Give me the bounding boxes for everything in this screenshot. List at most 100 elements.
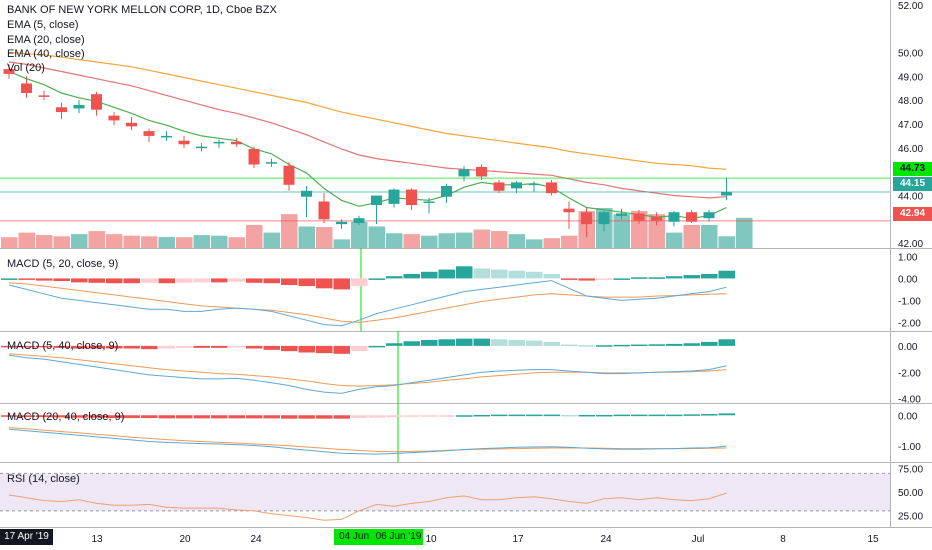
macd-histogram-bar <box>281 278 298 285</box>
macd-20-40-title[interactable]: MACD (20, 40, close, 9) <box>7 411 125 423</box>
price-tick-label: 52.00 <box>898 1 923 12</box>
macd-5-40-title[interactable]: MACD (5, 40, close, 9) <box>7 340 119 352</box>
macd-5-20-title[interactable]: MACD (5, 20, close, 9) <box>7 258 119 270</box>
macd-histogram-bar <box>666 343 683 346</box>
macd-histogram-bar <box>1 345 18 348</box>
volume-bar <box>473 229 490 248</box>
candle-body <box>3 69 15 74</box>
macd-histogram-bar <box>473 268 490 279</box>
macd-tick-label: -2.00 <box>898 318 921 329</box>
candle-body <box>563 208 575 213</box>
ema5-legend[interactable]: EMA (5, close) <box>7 19 79 31</box>
time-tick-label: Jul <box>692 534 705 545</box>
volume-bar <box>333 239 350 248</box>
candle-body <box>161 135 172 138</box>
macd-histogram-bar <box>526 414 543 417</box>
volume-bar <box>18 232 35 248</box>
macd-histogram-bar <box>368 415 385 418</box>
macd-histogram-bar <box>403 274 420 279</box>
macd-histogram-bar <box>246 415 263 419</box>
macd-histogram-bar <box>18 278 35 280</box>
macd-histogram-bar <box>106 345 123 349</box>
macd-histogram-bar <box>421 415 438 417</box>
macd-histogram-bar <box>368 278 385 280</box>
volume-bar <box>88 231 105 248</box>
rsi-title[interactable]: RSI (14, close) <box>7 473 80 485</box>
macd-tick-label: 1.00 <box>898 252 918 263</box>
macd-histogram-bar <box>298 345 315 353</box>
ema20-legend[interactable]: EMA (20, close) <box>7 34 85 46</box>
candle-body <box>703 212 715 219</box>
macd-histogram-bar <box>421 339 438 346</box>
macd-histogram-bar <box>36 415 53 418</box>
volume-bar <box>281 214 298 248</box>
time-tick-label: 17 <box>512 534 524 545</box>
macd-histogram-bar <box>1 415 18 417</box>
candle-body <box>546 182 557 194</box>
macd-histogram-bar <box>526 271 543 279</box>
macd-histogram-bar <box>491 339 508 346</box>
macd-panes <box>1 266 735 455</box>
candle-body <box>721 191 732 196</box>
candle-body <box>196 146 207 149</box>
macd-histogram-bar <box>263 345 280 350</box>
macd-histogram-bar <box>141 415 158 419</box>
macd-histogram-bar <box>71 278 88 283</box>
macd-histogram-bar <box>88 278 105 283</box>
volume-bar <box>246 224 263 248</box>
candle-body <box>598 212 610 225</box>
price-tick-label: 48.00 <box>898 96 923 107</box>
macd-histogram-bar <box>491 269 508 279</box>
macd-histogram-bar <box>228 415 245 419</box>
macd-histogram-bar <box>263 415 280 419</box>
macd-histogram-bar <box>578 345 595 347</box>
volume-bar <box>526 239 543 248</box>
macd-histogram-bar <box>18 345 35 348</box>
macd-histogram-bar <box>316 345 333 354</box>
macd-histogram-bar <box>631 277 648 279</box>
macd-histogram-bar <box>718 339 735 346</box>
marker-date-label-1: 04 Jun <box>334 529 374 545</box>
time-tick-label: 15 <box>867 534 879 545</box>
macd-histogram-bar <box>53 415 70 418</box>
volume-bar <box>543 238 560 248</box>
volume-bar <box>736 217 753 248</box>
candle-body <box>406 189 417 206</box>
macd-histogram-bar <box>596 278 613 280</box>
macd-histogram-bar <box>718 413 735 416</box>
ema40-legend[interactable]: EMA (40, close) <box>7 48 85 60</box>
macd-histogram-bar <box>386 415 403 418</box>
volume-bar <box>368 226 385 248</box>
price-lines <box>0 177 890 222</box>
macd-histogram-bar <box>176 415 193 419</box>
volume-bar <box>53 236 70 248</box>
candle-body <box>301 190 312 197</box>
macd-histogram-bar <box>508 414 525 417</box>
macd-histogram-bar <box>141 345 158 350</box>
candle-body <box>108 115 120 121</box>
candle-body <box>73 104 85 109</box>
macd-histogram-bar <box>211 415 228 419</box>
volume-bar <box>613 214 630 248</box>
volume-bar <box>71 234 88 248</box>
volume-bar <box>36 235 53 248</box>
macd-histogram-bar <box>386 276 403 279</box>
macd-histogram-bar <box>193 345 210 348</box>
macd-histogram-bar <box>228 278 245 282</box>
price-tick-label: 49.00 <box>898 72 923 83</box>
volume-bar <box>193 235 210 248</box>
macd-histogram-bar <box>508 270 525 279</box>
volume-bar <box>316 227 333 248</box>
macd-histogram-bar <box>228 345 245 348</box>
macd-histogram-bar <box>158 415 175 419</box>
macd-histogram-bar <box>53 345 70 348</box>
candle-body <box>651 217 662 221</box>
marker-date-label-2: 06 Jun '19 <box>374 529 423 545</box>
ema-lines <box>8 51 727 219</box>
macd-histogram-bar <box>246 278 263 283</box>
candle-body <box>581 212 592 225</box>
macd-histogram-bar <box>368 345 385 348</box>
macd-histogram-bar <box>36 345 53 348</box>
volume-legend[interactable]: Vol (20) <box>7 62 45 74</box>
